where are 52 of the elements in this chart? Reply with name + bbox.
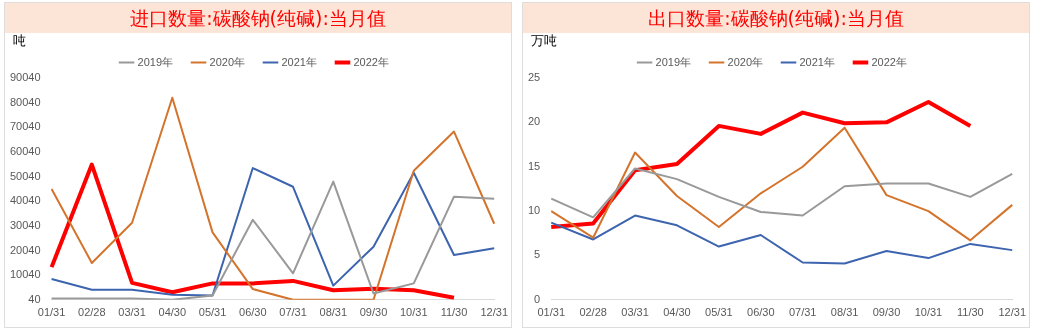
x-tick-label: 03/31 (118, 306, 146, 319)
x-tick-label: 09/30 (359, 306, 388, 319)
legend-label: 2021年 (799, 55, 835, 68)
x-tick-label: 08/31 (319, 306, 348, 319)
x-tick-label: 07/31 (788, 306, 817, 319)
y-tick-label: 30040 (9, 218, 41, 231)
x-tick-label: 10/31 (914, 306, 943, 319)
chart-title: 进口数量:碳酸钠(纯碱):当月值 (5, 3, 511, 33)
x-tick-label: 12/31 (998, 306, 1026, 319)
x-tick-label: 11/30 (956, 306, 984, 319)
y-tick-label: 90040 (9, 71, 41, 84)
legend-label: 2019年 (137, 55, 174, 68)
legend-label: 2021年 (281, 55, 317, 68)
y-tick-label: 60040 (9, 144, 41, 157)
x-tick-label: 10/31 (399, 306, 428, 319)
y-tick-label: 40 (28, 292, 41, 305)
y-tick-label: 25 (527, 71, 541, 84)
x-tick-label: 07/31 (279, 306, 307, 319)
x-tick-label: 06/30 (239, 306, 267, 319)
x-tick-label: 09/30 (872, 306, 901, 319)
y-tick-label: 15 (527, 159, 541, 172)
x-tick-label: 06/30 (747, 306, 775, 319)
x-tick-label: 02/28 (579, 306, 607, 319)
y-tick-label: 50040 (9, 169, 41, 182)
x-tick-label: 02/28 (78, 306, 106, 319)
x-tick-label: 05/31 (198, 306, 227, 319)
y-tick-label: 5 (534, 248, 541, 261)
y-tick-label: 10040 (9, 268, 41, 281)
x-tick-label: 12/31 (480, 306, 508, 319)
y-tick-label: 80040 (9, 95, 41, 108)
legend-label: 2020年 (209, 55, 246, 68)
x-tick-label: 11/30 (440, 306, 468, 319)
x-tick-label: 05/31 (705, 306, 733, 319)
y-tick-label: 70040 (9, 120, 41, 133)
legend-label: 2022年 (353, 55, 389, 68)
y-tick-label: 0 (534, 292, 541, 305)
y-tick-label: 20 (527, 115, 541, 128)
x-tick-label: 01/31 (37, 306, 66, 319)
x-tick-label: 04/30 (158, 306, 187, 319)
y-tick-label: 40040 (9, 194, 41, 207)
y-tick-label: 20040 (9, 243, 41, 256)
x-tick-label: 04/30 (663, 306, 691, 319)
legend-label: 2020年 (727, 55, 764, 68)
y-tick-label: 10 (527, 204, 541, 217)
legend-label: 2019年 (655, 55, 692, 68)
legend-label: 2022年 (871, 55, 907, 68)
x-tick-label: 03/31 (621, 306, 649, 319)
chart-title: 出口数量:碳酸钠(纯碱):当月值 (523, 3, 1029, 33)
x-tick-label: 01/31 (537, 306, 565, 319)
y-axis-title: 万吨 (531, 32, 557, 48)
x-tick-label: 08/31 (830, 306, 859, 319)
y-axis-title: 吨 (13, 32, 26, 48)
